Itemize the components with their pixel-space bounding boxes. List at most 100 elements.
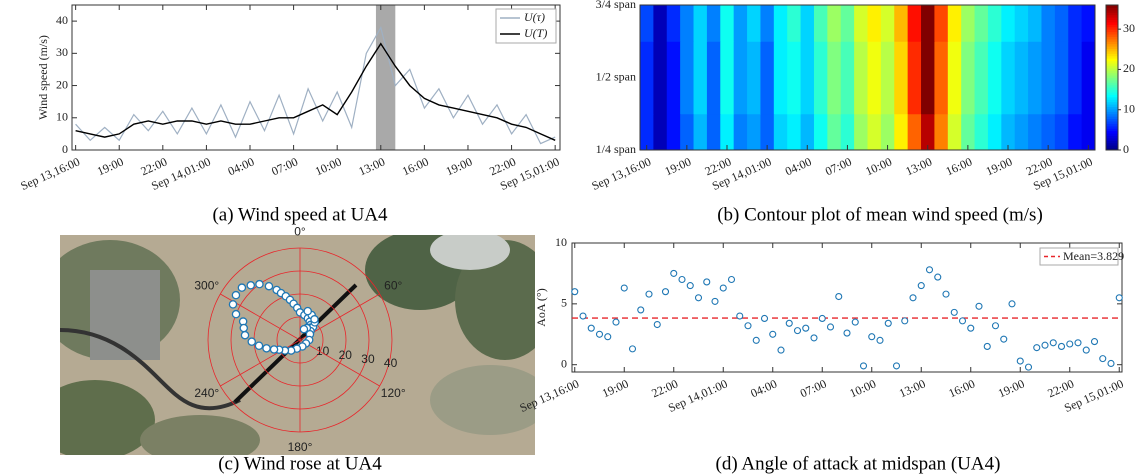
heat-cell	[934, 5, 948, 42]
series-line	[76, 28, 556, 144]
heat-cell	[1082, 114, 1096, 151]
heat-cell	[667, 41, 681, 114]
point	[597, 331, 603, 337]
point	[1059, 343, 1065, 349]
heat-cell	[774, 41, 788, 114]
heat-cell	[694, 114, 708, 151]
heat-cell	[827, 5, 841, 42]
point	[844, 330, 850, 336]
heat-cell	[961, 41, 975, 114]
point	[687, 283, 693, 289]
heat-cell	[814, 41, 828, 114]
heat-cell	[988, 114, 1002, 151]
point	[803, 325, 809, 331]
theta-tick-label: 0°	[294, 225, 306, 239]
point	[263, 345, 270, 352]
point	[229, 301, 236, 308]
point	[304, 308, 311, 315]
heat-cell	[975, 114, 989, 151]
heat-cell	[787, 5, 801, 42]
heat-cell	[720, 5, 734, 42]
heat-cell	[680, 114, 694, 151]
point	[852, 319, 858, 325]
heat-cell	[854, 5, 868, 42]
point	[720, 285, 726, 291]
point	[241, 332, 248, 339]
heat-cell	[707, 41, 721, 114]
point	[663, 289, 669, 295]
colorbar-label: 30	[1123, 21, 1135, 35]
point	[1083, 347, 1089, 353]
point	[984, 343, 990, 349]
y-tick-label: 10	[555, 235, 567, 249]
point	[232, 311, 239, 318]
point	[247, 282, 254, 289]
legend-label: Mean=3.829	[1063, 249, 1124, 263]
heat-cell	[1015, 114, 1029, 151]
point	[1116, 295, 1122, 301]
heat-cell	[1068, 41, 1082, 114]
heat-cell	[1055, 41, 1069, 114]
point	[621, 285, 627, 291]
x-tick-label: 07:00	[269, 154, 300, 178]
x-tick-label: 19:00	[95, 154, 126, 178]
point	[654, 322, 660, 328]
heat-cell	[760, 41, 774, 114]
point	[910, 295, 916, 301]
point	[753, 337, 759, 343]
point	[778, 347, 784, 353]
heat-cell	[1028, 41, 1042, 114]
point	[646, 291, 652, 297]
point	[869, 334, 875, 340]
x-tick-label: 19:00	[663, 154, 694, 178]
point	[638, 307, 644, 313]
point	[1108, 360, 1114, 366]
point	[572, 289, 578, 295]
point	[1009, 301, 1015, 307]
heat-cell	[961, 114, 975, 151]
point	[256, 281, 263, 288]
heat-cell	[734, 5, 748, 42]
x-tick-label: 07:00	[823, 154, 854, 178]
y-tick-label: 1/4 span	[596, 142, 636, 156]
heat-cell	[975, 5, 989, 42]
heat-cell	[894, 5, 908, 42]
point	[828, 324, 834, 330]
heat-cell	[694, 41, 708, 114]
heat-cell	[734, 114, 748, 151]
heat-cell	[868, 5, 882, 42]
x-tick-label: 22:00	[649, 376, 680, 400]
heat-cell	[653, 5, 667, 42]
x-tick-label: 10:00	[847, 376, 878, 400]
x-tick-label: 04:00	[226, 154, 257, 178]
caption: (d) Angle of attack at midspan (UA4)	[716, 453, 1001, 474]
caption: (b) Contour plot of mean wind speed (m/s…	[717, 204, 1043, 225]
theta-tick-label: 300°	[194, 278, 219, 292]
heat-cell	[787, 41, 801, 114]
heat-cell	[1055, 114, 1069, 151]
point	[819, 315, 825, 321]
point	[885, 320, 891, 326]
heat-cell	[640, 114, 654, 151]
heat-cell	[1041, 41, 1055, 114]
point	[1026, 364, 1032, 370]
heat-cell	[814, 5, 828, 42]
heat-cell	[1068, 5, 1082, 42]
caption: (a) Wind speed at UA4	[212, 204, 388, 225]
heat-cell	[894, 114, 908, 151]
point	[232, 292, 239, 299]
point	[1017, 358, 1023, 364]
heat-cell	[934, 41, 948, 114]
x-tick-label: 19:00	[444, 154, 475, 178]
heat-cell	[1001, 5, 1015, 42]
heat-cell	[760, 114, 774, 151]
heat-cell	[988, 41, 1002, 114]
heat-cell	[868, 114, 882, 151]
heat-cell	[760, 5, 774, 42]
heat-cell	[975, 41, 989, 114]
theta-tick-label: 240°	[194, 386, 219, 400]
point	[1075, 340, 1081, 346]
x-tick-label: 10:00	[863, 154, 894, 178]
heat-cell	[948, 41, 962, 114]
point	[580, 313, 586, 319]
